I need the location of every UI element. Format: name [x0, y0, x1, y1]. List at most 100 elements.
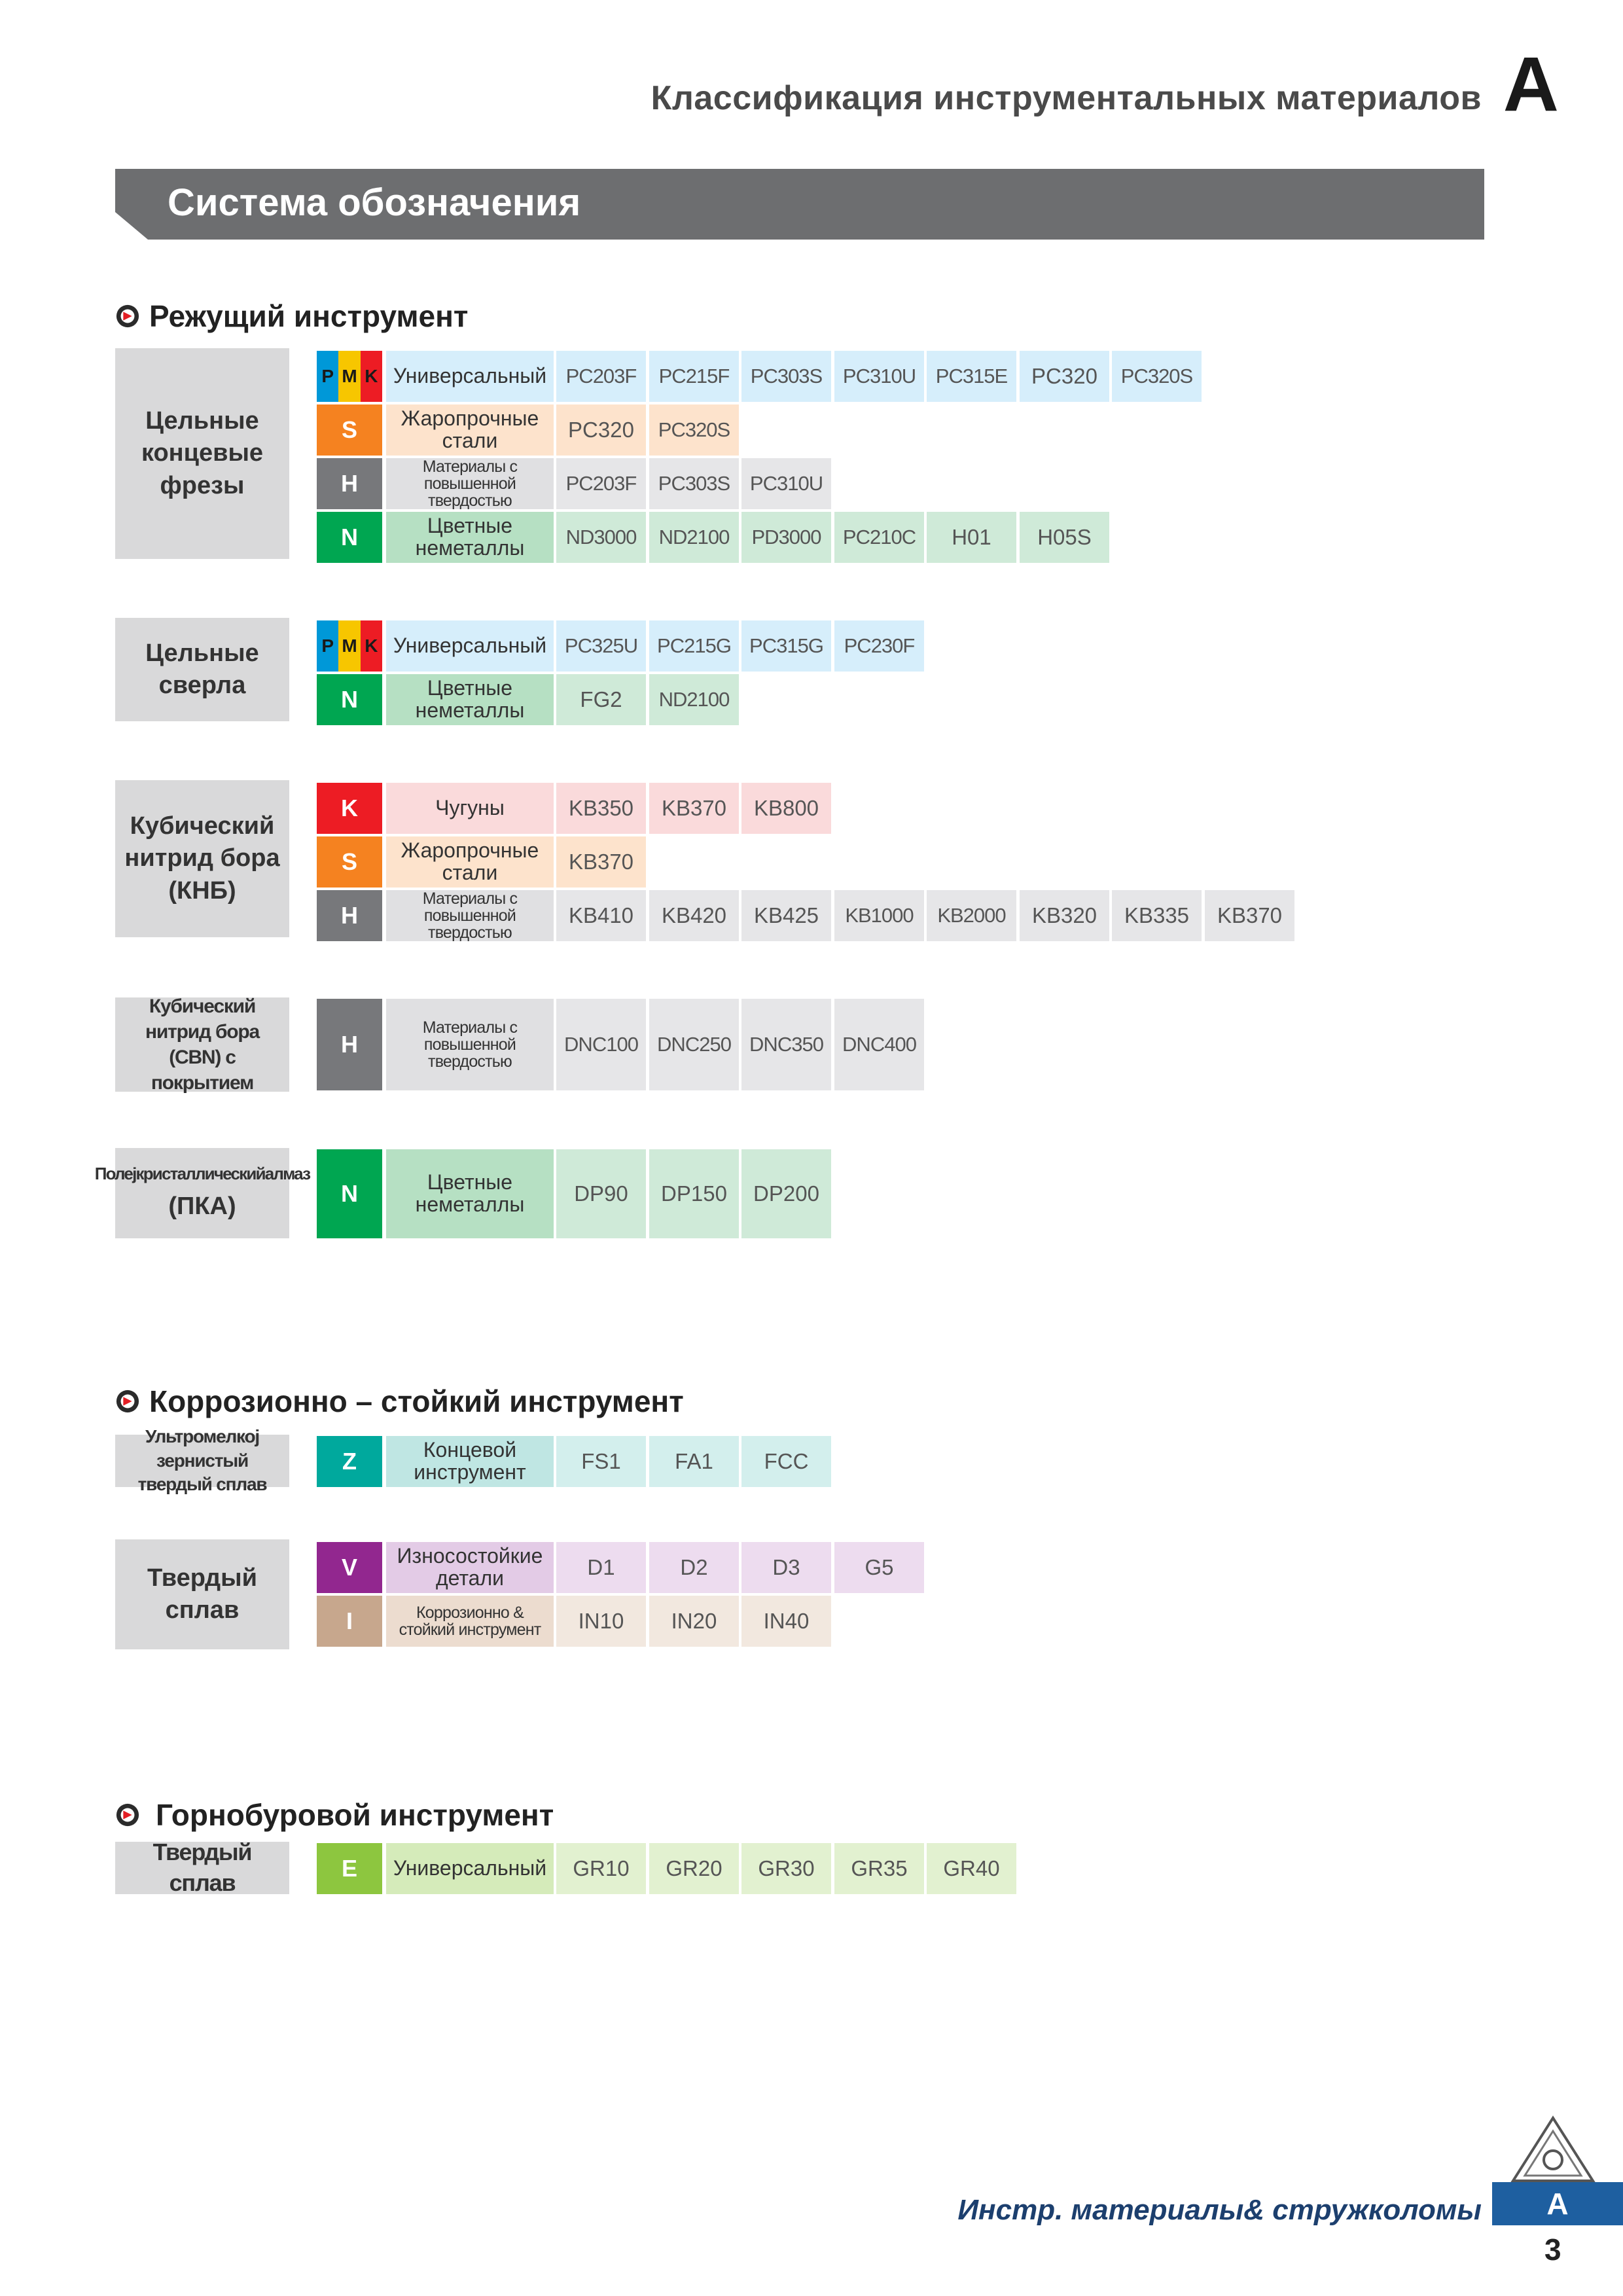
- grade-cell: KB1000: [834, 890, 924, 941]
- group-label: Цельные концевые фрезы: [115, 348, 289, 559]
- grade-cell: PC303S: [741, 351, 831, 402]
- group-label-line: (ПКА): [168, 1193, 236, 1221]
- category-description: Жаропрочные стали: [386, 836, 554, 888]
- grade-cell: PC203F: [556, 458, 646, 509]
- pmk-k-letter: K: [360, 351, 382, 402]
- group-label-text: Твердый сплав: [152, 1839, 253, 1896]
- section-title-corrosion: Коррозионно – стойкий инструмент: [115, 1384, 684, 1419]
- grade-cell: ND2100: [649, 512, 739, 563]
- code-badge-z: Z: [317, 1436, 382, 1487]
- pmk-m-letter: M: [338, 351, 361, 402]
- arrow-circle-icon: [116, 1390, 139, 1413]
- code-badge-s: S: [317, 836, 382, 888]
- grade-cell: PC320: [556, 404, 646, 456]
- grade-cell: KB425: [741, 890, 831, 941]
- grade-cell: KB370: [649, 783, 739, 834]
- grade-cell: PC210C: [834, 512, 924, 563]
- grade-cell: KB2000: [927, 890, 1016, 941]
- grade-cell: GR10: [556, 1843, 646, 1894]
- category-description: Универсальный: [386, 351, 554, 402]
- group-label-text: Цельные сверла: [145, 639, 259, 699]
- arrow-circle-icon: [116, 304, 139, 328]
- grade-cell: KB335: [1112, 890, 1202, 941]
- grade-cell: PC215G: [649, 620, 739, 672]
- category-description: Универсальный: [386, 1843, 554, 1894]
- grade-cell: PC310U: [834, 351, 924, 402]
- grade-cell: DP90: [556, 1149, 646, 1238]
- grade-cell: IN40: [741, 1596, 831, 1647]
- code-badge-h: H: [317, 999, 382, 1090]
- grade-cell: PC315G: [741, 620, 831, 672]
- group-label: Цельные сверла: [115, 618, 289, 721]
- grade-cell: FCC: [741, 1436, 831, 1487]
- grade-cell: DNC250: [649, 999, 739, 1090]
- grade-cell: GR35: [834, 1843, 924, 1894]
- section-banner: [115, 169, 1484, 240]
- category-description: Материалы с повышенной твердостью: [386, 890, 554, 941]
- pmk-p-letter: P: [317, 620, 339, 672]
- code-badge-e: E: [317, 1843, 382, 1894]
- category-description: Цветные неметаллы: [386, 674, 554, 725]
- grade-cell: PC215F: [649, 351, 739, 402]
- category-description: Материалы с повышенной твердостью: [386, 999, 554, 1090]
- grade-cell: FG2: [556, 674, 646, 725]
- page-number: 3: [1544, 2233, 1561, 2267]
- grade-cell: KB370: [1205, 890, 1294, 941]
- code-badge-h: H: [317, 890, 382, 941]
- category-description: Цветные неметаллы: [386, 512, 554, 563]
- group-label: Твердый сплав: [115, 1539, 289, 1649]
- code-badge-s: S: [317, 404, 382, 456]
- insert-triangle-logo-icon: [1510, 2115, 1596, 2182]
- grade-cell: KB410: [556, 890, 646, 941]
- group-label-text: Кубический нитрид бора (CBN) с покрытием: [145, 996, 260, 1094]
- group-label: Кубический нитрид бора (CBN) с покрытием: [115, 996, 289, 1094]
- code-badge-v: V: [317, 1542, 382, 1593]
- banner-title: Система обозначения: [168, 181, 581, 224]
- grade-cell: ND2100: [649, 674, 739, 725]
- group-label: Твердый сплав: [115, 1839, 289, 1896]
- grade-cell: FS1: [556, 1436, 646, 1487]
- category-description: Жаропрочные стали: [386, 404, 554, 456]
- group-label-line: Полејкристаллическийалмаз: [94, 1164, 311, 1184]
- grade-cell: PC230F: [834, 620, 924, 672]
- arrow-circle-icon: [116, 1803, 139, 1827]
- section-title-cutting: Режущий инструмент: [115, 298, 468, 334]
- grade-cell: IN20: [649, 1596, 739, 1647]
- grade-cell: G5: [834, 1542, 924, 1593]
- chapter-title: Классификация инструментальных материало…: [651, 79, 1482, 117]
- group-label-text: Твердый сплав: [147, 1564, 257, 1624]
- pmk-p-letter: P: [317, 351, 339, 402]
- category-description: Коррозионно & стойкий инструмент: [386, 1596, 554, 1647]
- grade-cell: GR30: [741, 1843, 831, 1894]
- grade-cell: FA1: [649, 1436, 739, 1487]
- grade-cell: PC303S: [649, 458, 739, 509]
- group-label-text: Кубический нитрид бора (КНБ): [124, 812, 280, 905]
- grade-cell: DNC350: [741, 999, 831, 1090]
- grade-cell: ND3000: [556, 512, 646, 563]
- code-badge-i: I: [317, 1596, 382, 1647]
- grade-cell: DP200: [741, 1149, 831, 1238]
- grade-cell: PC325U: [556, 620, 646, 672]
- code-badge-k: K: [317, 783, 382, 834]
- grade-cell: DNC400: [834, 999, 924, 1090]
- pmk-m-letter: M: [338, 620, 361, 672]
- grade-cell: KB370: [556, 836, 646, 888]
- group-label: Кубический нитрид бора (КНБ): [115, 780, 289, 937]
- chapter-letter: A: [1503, 41, 1559, 128]
- grade-cell: D2: [649, 1542, 739, 1593]
- category-description: Износостойкие детали: [386, 1542, 554, 1593]
- grade-cell: KB420: [649, 890, 739, 941]
- grade-cell: KB800: [741, 783, 831, 834]
- footer-caption: Инстр. материалы& стружколомы: [957, 2194, 1482, 2226]
- group-label: Ультромелкој зернистый твердый сплав: [115, 1426, 289, 1494]
- grade-cell: PC310U: [741, 458, 831, 509]
- group-label-text: Полејкристаллическийалмаз (ПКА): [94, 1163, 311, 1223]
- grade-cell: IN10: [556, 1596, 646, 1647]
- grade-cell: PC315E: [927, 351, 1016, 402]
- grade-cell: GR40: [927, 1843, 1016, 1894]
- grade-cell: PC320: [1020, 351, 1109, 402]
- code-badge-h: H: [317, 458, 382, 509]
- group-label-text: Ультромелкој зернистый твердый сплав: [137, 1426, 268, 1495]
